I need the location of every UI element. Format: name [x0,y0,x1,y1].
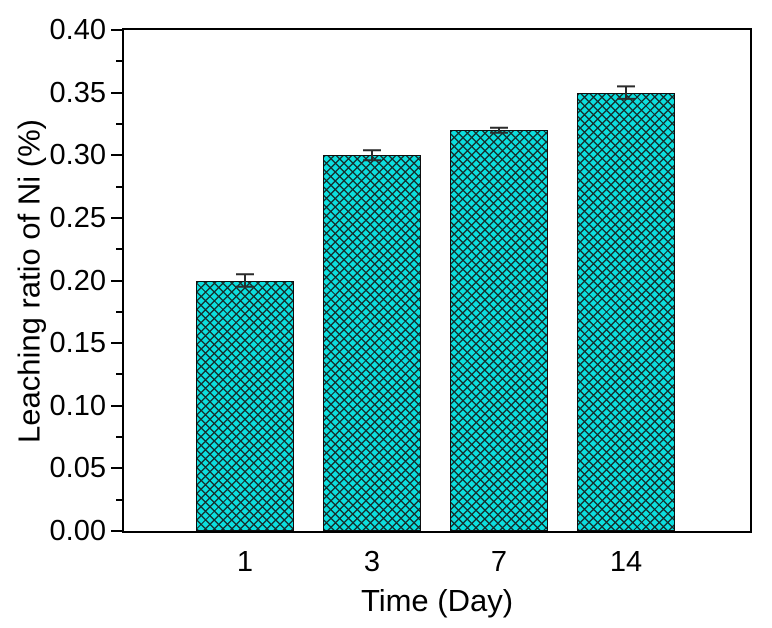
y-tick-label: 0.10 [49,389,106,422]
y-major-tick [111,91,122,94]
y-minor-tick [116,373,122,376]
y-tick-label: 0.35 [49,76,106,109]
bar-day-7 [450,130,548,531]
bar-day-1 [196,280,294,531]
y-minor-tick [116,498,122,501]
y-tick-label: 0.40 [49,14,106,46]
x-tick-label-day-7: 7 [490,546,508,578]
y-major-tick [111,404,122,407]
x-tick-label-day-1: 1 [236,546,254,578]
bars-layer [124,30,750,531]
y-tick-label: 0.15 [49,327,106,360]
y-tick-label: 0.00 [49,515,106,547]
y-minor-tick [116,310,122,313]
x-tick-label-day-14: 14 [609,546,643,578]
bar-day-3 [323,155,421,531]
y-tick-label: 0.05 [49,452,106,485]
y-major-tick [111,29,122,31]
y-tick-label: 0.30 [49,139,106,172]
x-axis-title: Time (Day) [360,583,514,618]
y-minor-tick [116,60,122,63]
y-tick-label: 0.20 [49,264,106,297]
y-major-tick [111,530,122,532]
y-minor-tick [116,248,122,251]
y-tick-label: 0.25 [49,201,106,234]
y-major-tick [111,279,122,282]
x-tick-label-day-3: 3 [363,546,381,578]
y-minor-tick [116,436,122,439]
bar-day-14 [577,92,675,531]
y-minor-tick [116,185,122,188]
y-major-tick [111,216,122,219]
plot-area [122,28,752,533]
y-major-tick [111,467,122,470]
y-major-tick [111,154,122,157]
y-minor-tick [116,122,122,125]
y-major-tick [111,342,122,345]
